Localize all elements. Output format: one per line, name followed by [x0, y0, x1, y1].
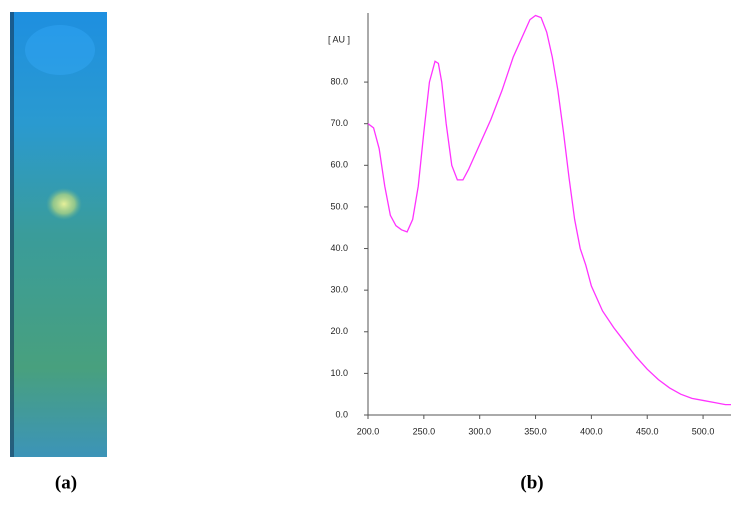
x-tick-label: 250.0 [413, 426, 436, 436]
y-tick-label: 40.0 [330, 243, 348, 253]
x-tick-label: 200.0 [357, 426, 380, 436]
x-tick-label: 450.0 [636, 426, 659, 436]
spot [46, 188, 82, 220]
x-tick-label: 300.0 [468, 426, 491, 436]
y-tick-label: 30.0 [330, 285, 348, 295]
plate-edge [10, 12, 14, 457]
plate [10, 12, 107, 457]
y-tick-label: 0.0 [335, 409, 348, 419]
x-tick-label: 400.0 [580, 426, 603, 436]
panel-label: (a) [55, 472, 77, 493]
y-tick-label: 80.0 [330, 76, 348, 86]
y-axis-label: [ AU ] [328, 34, 350, 44]
y-tick-label: 60.0 [330, 160, 348, 170]
y-tick-label: 20.0 [330, 326, 348, 336]
glow [25, 25, 95, 75]
panel-label: (b) [520, 472, 543, 493]
x-tick-label: 350.0 [524, 426, 547, 436]
y-tick-label: 70.0 [330, 118, 348, 128]
spectrum-line [367, 14, 731, 406]
x-tick-label: 500.0 [692, 426, 715, 436]
y-tick-label: 10.0 [330, 368, 348, 378]
y-tick-label: 50.0 [330, 201, 348, 211]
tlc-plate [10, 12, 107, 457]
